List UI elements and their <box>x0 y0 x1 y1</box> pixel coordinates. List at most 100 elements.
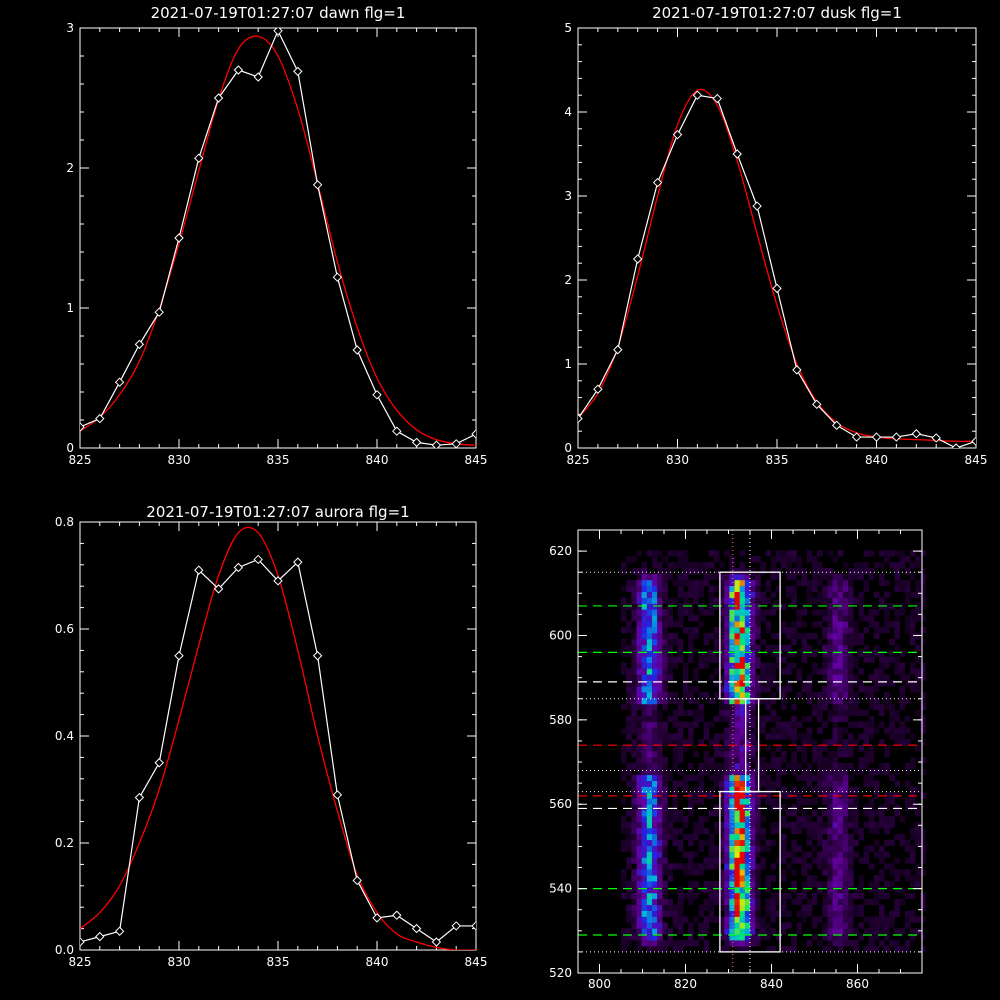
heatmap-cell <box>719 821 725 829</box>
heatmap-cell <box>729 934 735 941</box>
x-tick-label: 835 <box>267 453 290 467</box>
heatmap-cell <box>641 904 648 911</box>
heatmap-cell <box>744 845 751 852</box>
heatmap-cell <box>894 656 901 663</box>
heatmap-cell <box>848 579 854 587</box>
heatmap-cell <box>662 721 668 728</box>
heatmap-cell <box>672 922 679 929</box>
heatmap-cell <box>651 798 658 805</box>
heatmap-cell <box>858 886 864 894</box>
heatmap-cell <box>662 928 668 935</box>
heatmap-cell <box>822 762 828 770</box>
heatmap-cell <box>750 745 756 752</box>
data-point <box>613 345 623 355</box>
heatmap-cell <box>734 621 741 628</box>
heatmap-cell <box>842 703 849 711</box>
heatmap-cell <box>724 898 730 906</box>
heatmap-cell <box>801 733 808 740</box>
heatmap-cell <box>651 886 658 894</box>
heatmap-cell <box>822 692 828 699</box>
heatmap-cell <box>688 632 694 640</box>
heatmap-cell <box>646 615 653 622</box>
heatmap-cell <box>827 881 833 888</box>
heatmap-cell <box>657 597 663 604</box>
heatmap-cell <box>786 680 792 687</box>
heatmap-cell <box>827 762 833 770</box>
heatmap-cell <box>755 627 761 634</box>
heatmap-cell <box>775 780 782 787</box>
heatmap-cell <box>760 816 766 823</box>
heatmap-cell <box>739 816 746 823</box>
heatmap-cell <box>909 875 916 882</box>
heatmap-cell <box>842 798 849 805</box>
heatmap-cell <box>837 686 844 693</box>
heatmap-cell <box>796 845 802 852</box>
y-tick-label: 5 <box>564 21 572 35</box>
heatmap-cell <box>909 662 916 669</box>
heatmap-cell <box>817 839 823 846</box>
heatmap-cell <box>636 597 643 604</box>
heatmap-cell <box>651 934 658 941</box>
heatmap-cell <box>832 780 839 787</box>
heatmap-cell <box>750 892 756 900</box>
heatmap-cell <box>677 945 684 953</box>
heatmap-cell <box>755 786 761 793</box>
heatmap-cell <box>713 892 720 900</box>
heatmap-cell <box>796 579 802 587</box>
heatmap-cell <box>688 650 694 657</box>
heatmap-cell <box>651 739 658 746</box>
heatmap-cell <box>698 886 704 894</box>
heatmap-cell <box>734 674 741 681</box>
heatmap-cell <box>796 609 802 616</box>
heatmap-cell <box>765 597 772 604</box>
data-point <box>578 413 583 424</box>
heatmap-cell <box>729 562 735 569</box>
heatmap-cell <box>621 934 627 941</box>
heatmap-cell <box>868 715 875 722</box>
heatmap-cell <box>909 916 916 923</box>
heatmap-cell <box>873 881 880 888</box>
heatmap-cell <box>734 804 741 811</box>
heatmap-cell <box>729 804 735 811</box>
heatmap-cell <box>688 638 694 646</box>
heatmap-cell <box>646 845 653 852</box>
heatmap-cell <box>863 727 870 734</box>
heatmap-cell <box>899 697 906 705</box>
heatmap-cell <box>641 638 648 646</box>
heatmap-cell <box>853 816 859 823</box>
heatmap-cell <box>817 780 823 787</box>
heatmap-cell <box>842 739 849 746</box>
heatmap-cell <box>873 892 880 900</box>
heatmap-cell <box>651 845 658 852</box>
heatmap-cell <box>755 816 761 823</box>
heatmap-cell <box>651 821 658 829</box>
heatmap-cell <box>837 703 844 711</box>
heatmap-cell <box>621 662 627 669</box>
heatmap-cell <box>744 662 751 669</box>
heatmap-cell <box>651 768 658 776</box>
heatmap-cell <box>920 756 926 764</box>
heatmap-cell <box>750 821 756 829</box>
heatmap-cell <box>729 892 735 900</box>
heatmap-cell <box>868 727 875 734</box>
heatmap-cell <box>729 904 735 911</box>
heatmap-cell <box>801 680 808 687</box>
heatmap-cell <box>837 816 844 823</box>
heatmap-cell <box>621 638 627 646</box>
heatmap-cell <box>889 703 895 711</box>
heatmap-cell <box>672 632 679 640</box>
heatmap-cell <box>739 686 746 693</box>
heatmap-cell <box>765 945 772 953</box>
heatmap-cell <box>641 692 648 699</box>
heatmap-cell <box>915 680 921 687</box>
heatmap-cell <box>651 898 658 906</box>
heatmap-cell <box>858 680 864 687</box>
heatmap-cell <box>822 662 828 669</box>
heatmap-cell <box>899 662 906 669</box>
heatmap-cell <box>719 857 725 864</box>
heatmap-cell <box>631 910 637 917</box>
heatmap-cell <box>621 597 627 604</box>
heatmap-cell <box>739 567 746 575</box>
heatmap-cell <box>744 739 751 746</box>
heatmap-cell <box>744 745 751 752</box>
